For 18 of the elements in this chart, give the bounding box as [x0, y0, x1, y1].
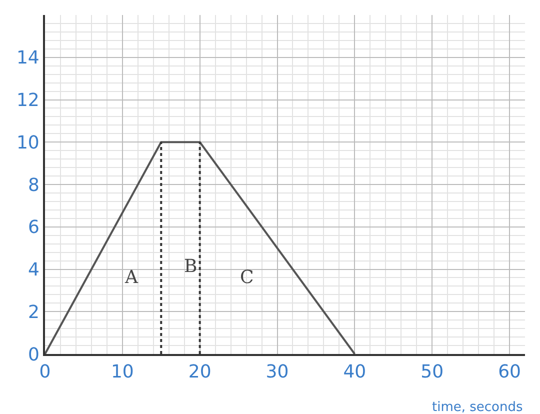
annotation: C — [240, 267, 254, 288]
x-tick-label: 40 — [343, 362, 366, 383]
y-tick-label: 14 — [16, 48, 40, 69]
y-tick-label: 0 — [28, 344, 40, 366]
x-tick-label: 60 — [498, 362, 521, 383]
annotation: B — [184, 256, 198, 277]
x-tick-label: 20 — [188, 362, 212, 383]
y-tick-label: 8 — [28, 174, 40, 196]
y-tick-label: 6 — [28, 217, 40, 238]
y-tick-label: 4 — [28, 260, 40, 281]
x-tick-label: 50 — [420, 362, 444, 383]
x-tick-label: 30 — [266, 362, 289, 383]
y-tick-label: 12 — [16, 90, 40, 112]
x-tick-label: 10 — [110, 362, 134, 383]
y-tick-label: 10 — [16, 132, 40, 154]
annotation: A — [124, 267, 139, 288]
x-axis-title: time, seconds — [432, 400, 523, 414]
y-tick-label: 2 — [28, 302, 40, 323]
